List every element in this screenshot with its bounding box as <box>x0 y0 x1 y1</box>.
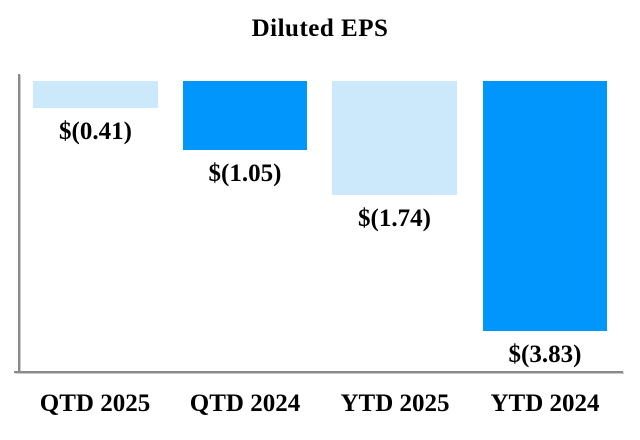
x-axis-tick-label-ytd-2025: YTD 2025 <box>340 390 450 417</box>
y-axis-line <box>18 74 20 372</box>
bar-value-label-qtd-2024: $(1.05) <box>208 160 282 187</box>
bar-ytd-2025 <box>332 81 457 195</box>
bar-qtd-2024 <box>183 81 307 150</box>
x-axis-tick-label-ytd-2024: YTD 2024 <box>490 390 600 417</box>
bar-ytd-2024 <box>483 81 607 331</box>
chart-title: Diluted EPS <box>251 15 389 42</box>
bar-value-label-ytd-2025: $(1.74) <box>358 205 431 232</box>
x-axis-tick-label-qtd-2025: QTD 2025 <box>39 390 151 417</box>
x-axis-line <box>14 371 623 373</box>
bar-value-label-qtd-2025: $(0.41) <box>59 118 132 145</box>
bar-qtd-2025 <box>33 81 158 108</box>
bar-value-label-ytd-2024: $(3.83) <box>508 341 582 368</box>
x-axis-tick-label-qtd-2024: QTD 2024 <box>189 390 301 417</box>
